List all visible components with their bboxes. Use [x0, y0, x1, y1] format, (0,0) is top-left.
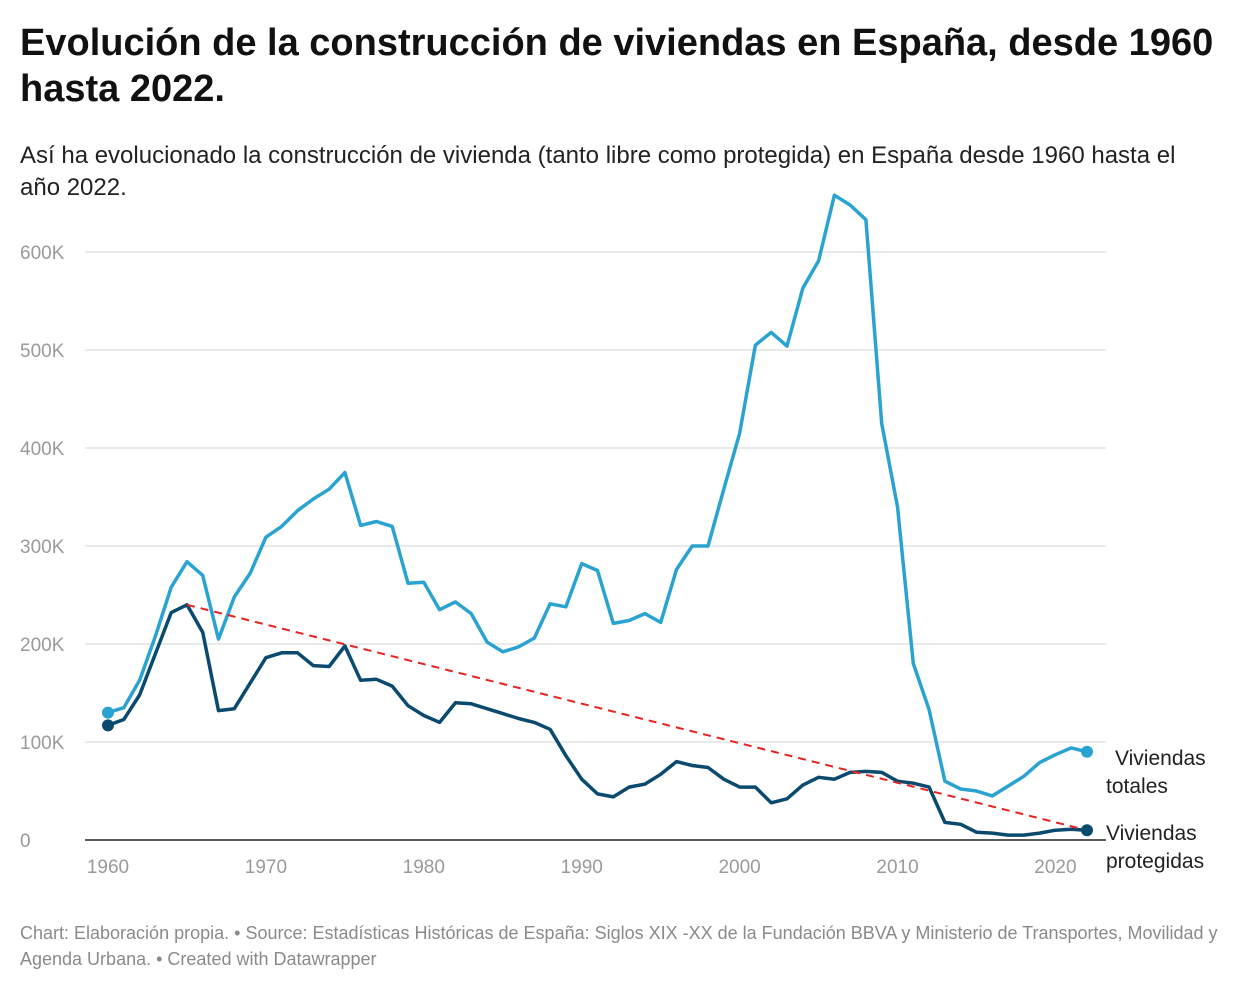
start-dot-viviendas-totales [102, 706, 114, 719]
chart-footer: Chart: Elaboración propia. • Source: Est… [20, 920, 1225, 972]
trend-line-dashed [186, 603, 1088, 832]
y-tick-label: 500K [20, 341, 65, 362]
start-dot-viviendas-protegidas [102, 719, 114, 732]
y-tick-label: 200K [20, 635, 65, 656]
line-viviendas-totales [106, 193, 1089, 798]
footer-separator: • [151, 949, 168, 969]
series-label-viviendas-totales: totales [1106, 775, 1168, 798]
y-axis-ticks: 0 100K 200K 300K 400K 500K 600K [20, 243, 65, 852]
y-tick-label: 400K [20, 439, 65, 460]
end-dot-viviendas-protegidas [1081, 824, 1093, 837]
end-dot-viviendas-totales [1081, 745, 1093, 758]
series-label-viviendas-protegidas: Viviendas [1106, 822, 1197, 845]
chart-subtitle: Así ha evolucionado la construcción de v… [20, 142, 1176, 201]
footer-source: Source: Estadísticas Históricas de Españ… [20, 923, 1218, 969]
y-tick-label: 600K [20, 243, 65, 264]
x-tick-label: 1980 [403, 857, 445, 878]
line-viviendas-protegidas [106, 603, 1089, 837]
gridlines [85, 251, 1106, 743]
series-label-viviendas-protegidas: protegidas [1106, 850, 1204, 873]
footer-separator: • [229, 923, 246, 943]
footer-created-with: Created with Datawrapper [167, 949, 377, 969]
x-tick-label: 2000 [718, 857, 760, 878]
x-tick-label: 1990 [561, 857, 603, 878]
x-tick-label: 2020 [1034, 857, 1076, 878]
y-tick-label: 0 [20, 831, 31, 852]
series-labels: Viviendas totales Viviendas protegidas [1106, 747, 1206, 873]
x-axis-ticks: 1960 1970 1980 1990 2000 2010 2020 [87, 857, 1077, 878]
series-label-viviendas-totales: Viviendas [1115, 747, 1206, 770]
footer-chart-credit: Chart: Elaboración propia. [20, 923, 230, 943]
y-tick-label: 300K [20, 537, 65, 558]
x-tick-label: 1960 [87, 857, 129, 878]
x-tick-label: 2010 [876, 857, 918, 878]
chart-title: Evolución de la construcción de vivienda… [20, 22, 1214, 110]
series-lines [85, 193, 1106, 841]
y-tick-label: 100K [20, 733, 65, 754]
x-tick-label: 1970 [245, 857, 287, 878]
